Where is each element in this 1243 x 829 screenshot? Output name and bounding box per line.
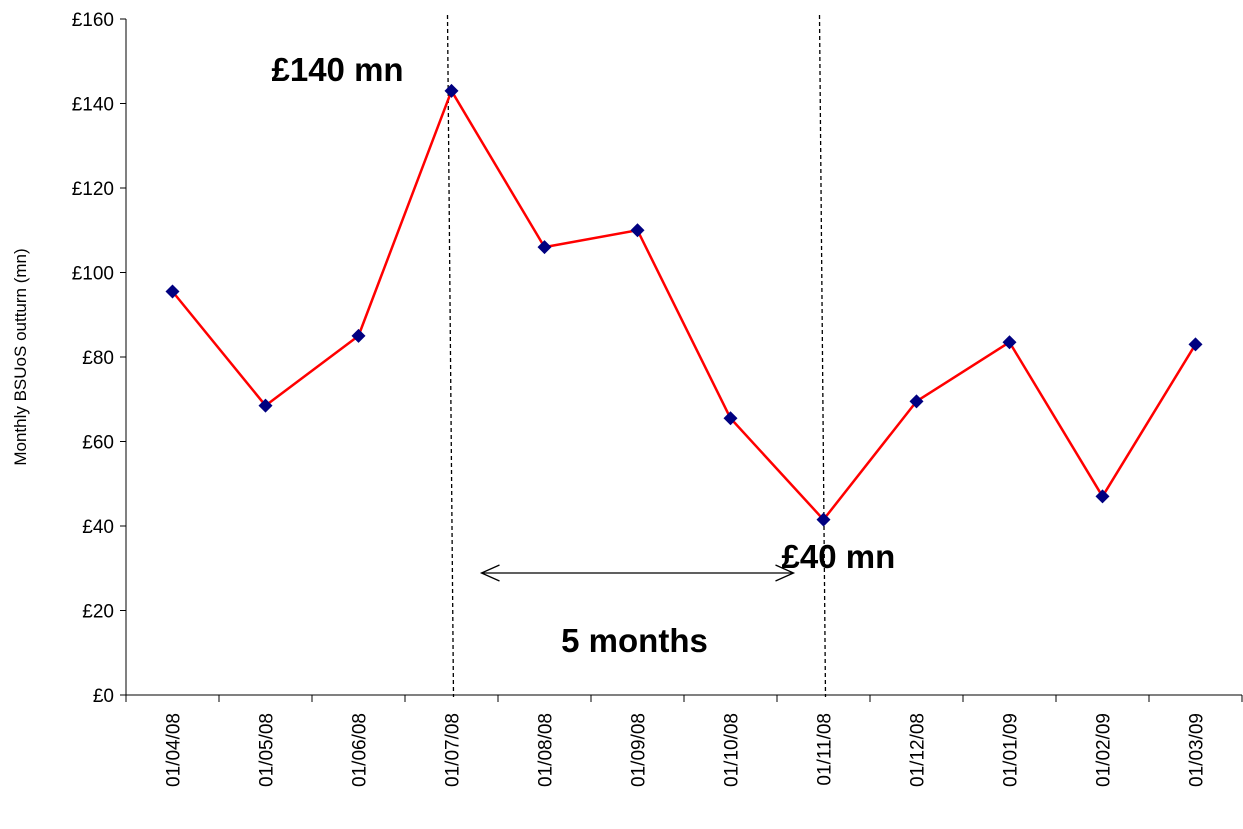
x-tick-label: 01/04/08 <box>164 713 185 787</box>
data-point <box>1095 489 1110 504</box>
y-tick-label: £60 <box>82 433 114 454</box>
x-tick-label: 01/03/09 <box>1187 713 1208 787</box>
data-point <box>909 394 924 409</box>
trough-annotation: £40 mn <box>782 538 896 575</box>
annotations: £140 mn £40 mn 5 months <box>272 51 896 659</box>
x-tick-label: 01/10/08 <box>722 713 743 787</box>
x-tick-label: 01/07/08 <box>443 713 464 787</box>
data-point <box>1002 335 1017 350</box>
data-point <box>165 284 180 299</box>
y-tick-label: £20 <box>82 602 114 623</box>
data-point <box>537 240 552 255</box>
x-tick-label: 01/06/08 <box>350 713 371 787</box>
data-point <box>816 512 831 527</box>
x-tick-label: 01/12/08 <box>908 713 929 787</box>
annotation-vline <box>446 14 455 698</box>
y-tick-label: £40 <box>82 517 114 538</box>
y-axis-title: Monthly BSUoS outturn (mn) <box>11 248 30 465</box>
data-point <box>630 223 645 238</box>
y-tick-label: £120 <box>72 179 114 200</box>
y-ticks: £0 £20 £40 £60 £80 £100 £120 £140 £160 <box>72 10 126 707</box>
span-arrow <box>479 564 796 582</box>
x-tick-label: 01/11/08 <box>815 713 836 786</box>
axes <box>125 19 1242 696</box>
y-tick-label: £140 <box>72 95 114 116</box>
y-tick-label: £100 <box>72 264 114 285</box>
x-tick-label: 01/05/08 <box>257 713 278 787</box>
x-tick-label: 01/01/09 <box>1001 713 1022 787</box>
y-tick-label: £160 <box>72 10 114 31</box>
series <box>165 83 1203 527</box>
data-point <box>258 398 273 413</box>
data-point <box>444 83 459 98</box>
x-ticks: 01/04/08 01/05/08 01/06/08 01/07/08 01/08/08… <box>125 695 1243 787</box>
data-point <box>351 328 366 343</box>
arrow-head-right <box>775 564 796 582</box>
span-annotation: 5 months <box>561 622 708 659</box>
x-tick-label: 01/02/09 <box>1094 713 1115 787</box>
series-line <box>171 89 1197 521</box>
data-point <box>723 411 738 426</box>
annotation-vline <box>818 14 827 698</box>
x-tick-label: 01/08/08 <box>536 713 557 787</box>
peak-annotation: £140 mn <box>272 51 404 88</box>
data-point <box>1188 337 1203 352</box>
y-tick-label: £80 <box>82 348 114 369</box>
annotation-lines <box>446 14 827 698</box>
x-tick-label: 01/09/08 <box>629 713 650 787</box>
arrow-head-left <box>479 564 500 582</box>
y-tick-label: £0 <box>93 686 114 707</box>
